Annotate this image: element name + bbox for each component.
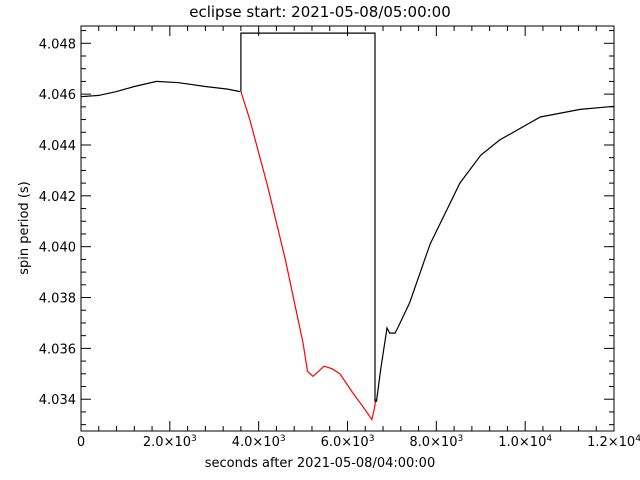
chart-title: eclipse start: 2021-05-08/05:00:00 bbox=[189, 3, 451, 21]
series-pre-eclipse bbox=[80, 80, 241, 98]
series-post-eclipse bbox=[375, 105, 615, 402]
x-tick-label: 1.2×104 bbox=[587, 434, 640, 450]
x-tick-label: 8.0×103 bbox=[409, 434, 463, 450]
x-tick-label: 4.0×103 bbox=[232, 434, 286, 450]
y-tick-label: 4.046 bbox=[39, 88, 76, 103]
y-tick-label: 4.042 bbox=[39, 190, 76, 205]
series-eclipse-window bbox=[240, 32, 376, 402]
y-tick-label: 4.044 bbox=[39, 139, 76, 154]
y-axis-label: spin period (s) bbox=[17, 181, 32, 274]
series-eclipse-model bbox=[240, 91, 377, 422]
x-tick-label: 1.0×104 bbox=[498, 434, 552, 450]
x-tick-label: 2.0×103 bbox=[143, 434, 197, 450]
plot-frame bbox=[80, 25, 615, 432]
x-tick-label: 0 bbox=[77, 435, 85, 450]
x-axis-label: seconds after 2021-05-08/04:00:00 bbox=[205, 456, 435, 471]
y-tick-label: 4.040 bbox=[39, 241, 76, 256]
plot-area: 0 2.0×103 4.0×103 6.0×103 8.0×103 1.0×104 1.2×… bbox=[39, 25, 640, 450]
x-tick-label: 6.0×103 bbox=[321, 434, 375, 450]
y-tick-label: 4.036 bbox=[39, 342, 76, 357]
y-tick-label: 4.038 bbox=[39, 292, 76, 307]
y-tick-label: 4.034 bbox=[39, 393, 76, 408]
y-tick-label: 4.048 bbox=[39, 37, 76, 52]
